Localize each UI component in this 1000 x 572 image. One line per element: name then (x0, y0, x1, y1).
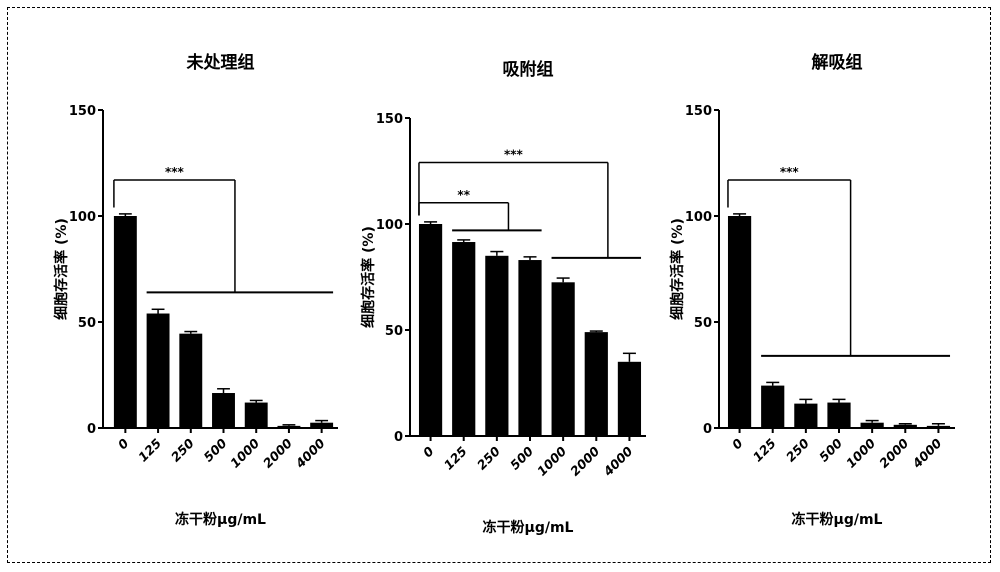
x-tick-label: 500 (201, 435, 230, 464)
bar (452, 242, 476, 436)
bar (113, 216, 137, 428)
x-tick-label: 250 (474, 443, 503, 472)
bar (617, 361, 642, 436)
x-tick-label: 125 (750, 435, 779, 464)
y-tick-label: 150 (376, 112, 403, 127)
x-axis-label: 冻干粉μg/mL (175, 511, 266, 528)
x-tick-label: 250 (783, 435, 812, 464)
bar (860, 422, 884, 428)
x-tick-label: 2000 (876, 435, 911, 470)
significance-label: *** (780, 165, 800, 179)
bar (794, 403, 818, 428)
y-axis-label: 细胞存活率 (%) (360, 226, 377, 328)
y-tick-label: 150 (69, 104, 96, 119)
y-tick-label: 0 (703, 422, 712, 437)
chart-title: 解吸组 (812, 52, 863, 73)
y-axis-label: 细胞存活率 (%) (669, 218, 686, 320)
bar (418, 224, 443, 436)
figure-frame (7, 7, 991, 563)
significance-label: *** (165, 165, 185, 179)
bar (485, 255, 509, 436)
bar (212, 393, 235, 428)
chart-title: 未处理组 (186, 52, 255, 73)
significance-label: ** (457, 188, 470, 202)
y-tick-label: 150 (685, 104, 712, 119)
x-tick-label: 2000 (260, 435, 295, 470)
bar (727, 216, 752, 428)
y-tick-label: 50 (694, 316, 712, 331)
x-tick-label: 250 (168, 435, 197, 464)
x-axis-label: 冻干粉μg/mL (483, 519, 574, 536)
x-tick-label: 1000 (534, 443, 569, 478)
bar (179, 333, 203, 428)
x-tick-label: 2000 (567, 443, 602, 478)
bar (277, 425, 301, 428)
x-tick-label: 500 (507, 443, 536, 472)
y-tick-label: 50 (385, 324, 403, 339)
x-tick-label: 1000 (227, 435, 262, 470)
x-tick-label: 0 (420, 443, 437, 460)
x-tick-label: 500 (816, 435, 845, 464)
bar (146, 313, 170, 428)
bar (244, 402, 268, 428)
x-tick-label: 0 (729, 435, 746, 452)
bar (761, 385, 785, 428)
y-tick-label: 100 (376, 218, 403, 233)
bar (827, 402, 851, 428)
x-tick-label: 4000 (600, 443, 636, 479)
x-tick-label: 1000 (843, 435, 878, 470)
y-tick-label: 50 (78, 316, 96, 331)
bar (893, 424, 917, 428)
bar (926, 425, 951, 428)
x-tick-label: 125 (441, 443, 470, 472)
bar (584, 332, 608, 436)
chart-title: 吸附组 (503, 59, 554, 80)
x-tick-label: 125 (135, 435, 164, 464)
bar (310, 422, 334, 428)
bar (518, 260, 542, 436)
y-axis-label: 细胞存活率 (%) (53, 218, 70, 320)
x-tick-label: 0 (115, 435, 132, 452)
y-tick-label: 0 (394, 430, 403, 445)
y-tick-label: 100 (685, 210, 712, 225)
y-tick-label: 100 (69, 210, 96, 225)
y-tick-label: 0 (87, 422, 96, 437)
significance-label: *** (504, 148, 524, 162)
x-tick-label: 4000 (292, 435, 328, 471)
bar (551, 282, 575, 436)
x-tick-label: 4000 (909, 435, 945, 471)
x-axis-label: 冻干粉μg/mL (792, 511, 883, 528)
